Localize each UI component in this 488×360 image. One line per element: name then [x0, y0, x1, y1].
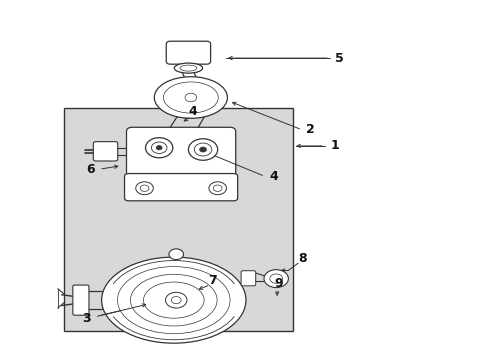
Text: 4: 4	[269, 170, 278, 183]
Ellipse shape	[102, 257, 245, 343]
Text: 2: 2	[305, 123, 314, 136]
Circle shape	[145, 138, 172, 158]
Circle shape	[136, 182, 153, 195]
Circle shape	[184, 93, 196, 102]
Ellipse shape	[143, 282, 203, 318]
Circle shape	[171, 297, 181, 304]
FancyBboxPatch shape	[93, 141, 118, 161]
Circle shape	[168, 249, 183, 260]
Text: 9: 9	[274, 278, 283, 291]
Circle shape	[188, 139, 217, 160]
Ellipse shape	[174, 63, 202, 73]
Text: 5: 5	[334, 51, 343, 64]
FancyBboxPatch shape	[124, 174, 237, 201]
FancyBboxPatch shape	[241, 271, 255, 286]
Circle shape	[213, 185, 222, 192]
Text: 7: 7	[208, 274, 217, 287]
Text: 1: 1	[330, 139, 338, 152]
Circle shape	[199, 147, 206, 152]
Text: 6: 6	[86, 163, 95, 176]
Circle shape	[151, 142, 166, 153]
Ellipse shape	[117, 266, 230, 334]
Circle shape	[269, 274, 282, 283]
Circle shape	[156, 145, 162, 150]
Text: 4: 4	[188, 105, 197, 118]
Circle shape	[208, 182, 226, 195]
Ellipse shape	[180, 65, 197, 71]
Text: 3: 3	[81, 311, 90, 325]
FancyBboxPatch shape	[126, 127, 235, 183]
Ellipse shape	[130, 274, 217, 326]
Ellipse shape	[163, 82, 218, 113]
Circle shape	[165, 292, 186, 308]
FancyBboxPatch shape	[166, 41, 210, 64]
Circle shape	[140, 185, 149, 192]
Circle shape	[264, 270, 288, 288]
FancyBboxPatch shape	[73, 285, 89, 315]
Circle shape	[194, 143, 211, 156]
Text: 8: 8	[298, 252, 306, 265]
Ellipse shape	[154, 77, 227, 118]
Bar	[64, 108, 293, 330]
